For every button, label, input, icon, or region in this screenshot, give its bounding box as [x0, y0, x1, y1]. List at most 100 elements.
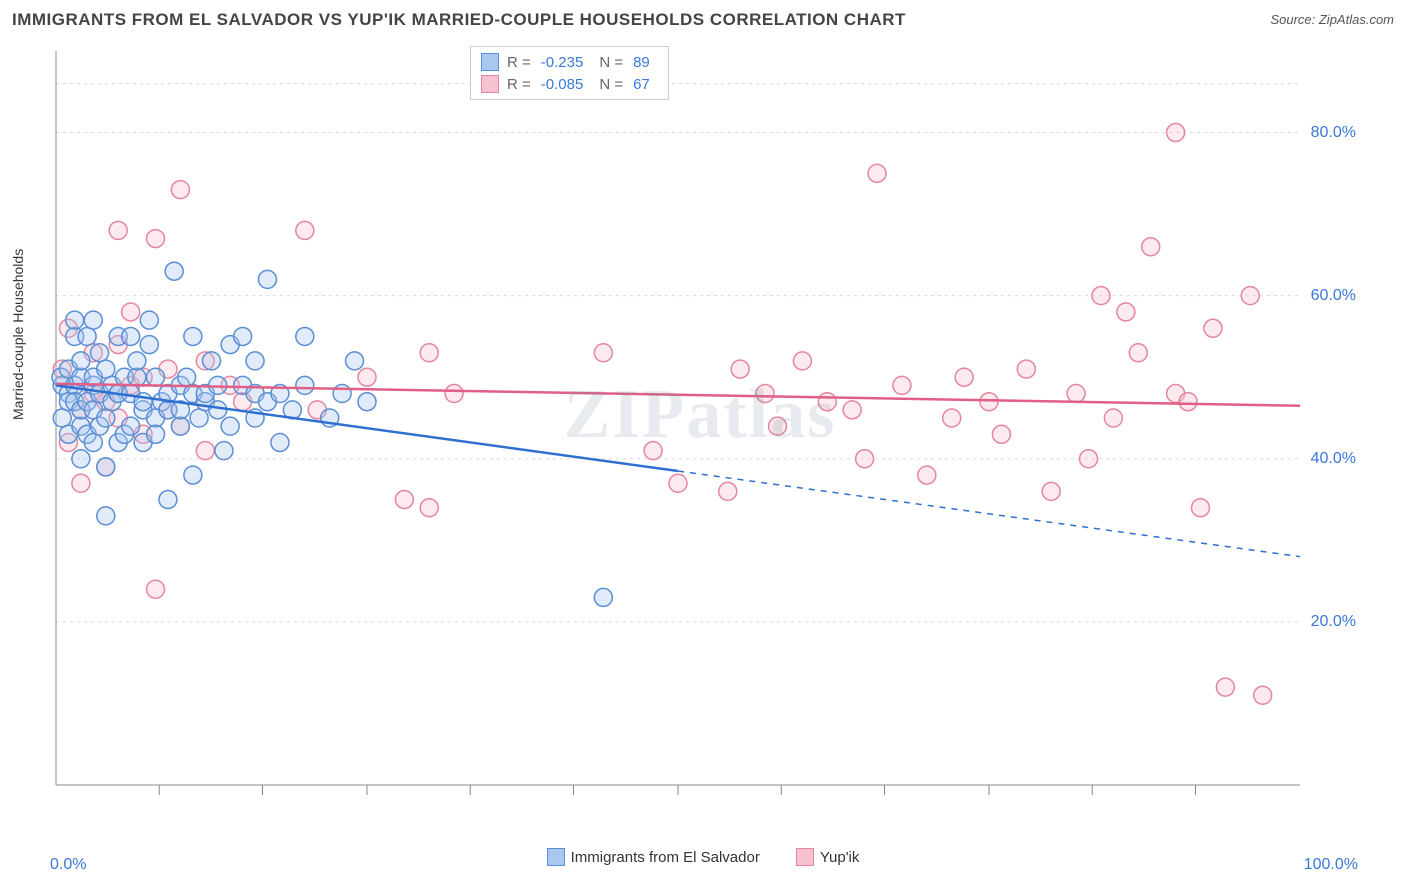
r-value: -0.235 — [539, 54, 592, 71]
data-point — [171, 417, 189, 435]
n-value: 67 — [631, 76, 658, 93]
data-point — [128, 368, 146, 386]
data-point — [868, 164, 886, 182]
data-point — [1216, 678, 1234, 696]
y-tick-label: 80.0% — [1311, 124, 1356, 142]
r-label: R = — [507, 54, 531, 71]
data-point — [1104, 409, 1122, 427]
data-point — [1067, 385, 1085, 403]
data-point — [893, 376, 911, 394]
data-point — [955, 368, 973, 386]
data-point — [53, 409, 71, 427]
data-point — [1204, 319, 1222, 337]
data-point — [84, 311, 102, 329]
n-label: N = — [599, 54, 623, 71]
data-point — [72, 474, 90, 492]
data-point — [296, 221, 314, 239]
scatter-chart — [50, 45, 1350, 815]
data-point — [97, 458, 115, 476]
legend-swatch — [481, 53, 499, 71]
data-point — [594, 344, 612, 362]
data-point — [918, 466, 936, 484]
data-point — [178, 368, 196, 386]
r-label: R = — [507, 76, 531, 93]
data-point — [271, 433, 289, 451]
y-axis-label: Married-couple Households — [10, 249, 26, 420]
data-point — [147, 230, 165, 248]
y-tick-label: 40.0% — [1311, 450, 1356, 468]
n-value: 89 — [631, 54, 658, 71]
data-point — [97, 360, 115, 378]
data-point — [296, 327, 314, 345]
data-point — [719, 482, 737, 500]
data-point — [203, 352, 221, 370]
y-tick-label: 60.0% — [1311, 287, 1356, 305]
data-point — [358, 368, 376, 386]
legend-label: Immigrants from El Salvador — [571, 849, 760, 866]
stats-legend: R =-0.235N =89R =-0.085N =67 — [470, 46, 669, 100]
data-point — [644, 442, 662, 460]
legend-item: Immigrants from El Salvador — [547, 848, 760, 866]
data-point — [246, 352, 264, 370]
legend-swatch — [796, 848, 814, 866]
data-point — [215, 442, 233, 460]
data-point — [1167, 124, 1185, 142]
data-point — [196, 442, 214, 460]
data-point — [72, 352, 90, 370]
data-point — [420, 344, 438, 362]
data-point — [843, 401, 861, 419]
data-point — [1179, 393, 1197, 411]
data-point — [1191, 499, 1209, 517]
data-point — [234, 327, 252, 345]
data-point — [333, 385, 351, 403]
data-point — [1142, 238, 1160, 256]
data-point — [171, 181, 189, 199]
legend-item: Yup'ik — [796, 848, 860, 866]
data-point — [109, 221, 127, 239]
data-point — [420, 499, 438, 517]
data-point — [594, 588, 612, 606]
data-point — [72, 450, 90, 468]
data-point — [258, 270, 276, 288]
data-point — [980, 393, 998, 411]
data-point — [756, 385, 774, 403]
data-point — [296, 376, 314, 394]
data-point — [97, 409, 115, 427]
data-point — [1080, 450, 1098, 468]
data-point — [165, 262, 183, 280]
data-point — [122, 327, 140, 345]
y-tick-label: 20.0% — [1311, 613, 1356, 631]
data-point — [769, 417, 787, 435]
stats-legend-row: R =-0.085N =67 — [481, 73, 658, 95]
data-point — [140, 311, 158, 329]
data-point — [818, 393, 836, 411]
data-point — [66, 311, 84, 329]
data-point — [140, 336, 158, 354]
data-point — [159, 491, 177, 509]
data-point — [445, 385, 463, 403]
data-point — [91, 344, 109, 362]
data-point — [190, 409, 208, 427]
data-point — [1254, 686, 1272, 704]
data-point — [1241, 287, 1259, 305]
data-point — [78, 327, 96, 345]
plot-area: ZIPatlas — [50, 45, 1350, 815]
legend-label: Yup'ik — [820, 849, 860, 866]
data-point — [84, 433, 102, 451]
data-point — [943, 409, 961, 427]
data-point — [147, 368, 165, 386]
n-label: N = — [599, 76, 623, 93]
data-point — [184, 466, 202, 484]
chart-title: IMMIGRANTS FROM EL SALVADOR VS YUP'IK MA… — [12, 10, 906, 29]
data-point — [793, 352, 811, 370]
data-point — [147, 580, 165, 598]
data-point — [1117, 303, 1135, 321]
data-point — [992, 425, 1010, 443]
data-point — [731, 360, 749, 378]
data-point — [669, 474, 687, 492]
data-point — [221, 417, 239, 435]
data-point — [1017, 360, 1035, 378]
legend-swatch — [547, 848, 565, 866]
data-point — [346, 352, 364, 370]
data-point — [122, 417, 140, 435]
